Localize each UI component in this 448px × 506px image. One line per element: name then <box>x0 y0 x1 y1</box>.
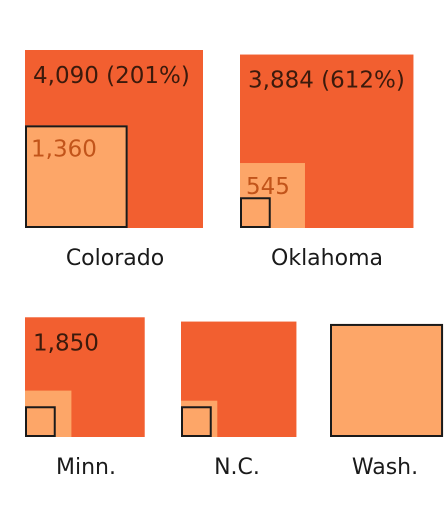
oklahoma-outline-square <box>240 197 271 229</box>
colorado-outline-square <box>25 125 128 228</box>
wash-small-square <box>330 323 444 437</box>
n-c-small-square <box>181 400 218 437</box>
oklahoma-state-label: Oklahoma <box>271 246 383 271</box>
oklahoma-small-label: 545 <box>246 174 290 200</box>
n-c-state-label: N.C. <box>214 455 260 480</box>
oklahoma-large-label: 3,884 (612%) <box>248 68 405 94</box>
minn-outline-square <box>25 406 56 438</box>
n-c-outline-square <box>181 406 212 438</box>
colorado-small-label: 1,360 <box>31 136 97 162</box>
wash-state-label: Wash. <box>352 455 418 480</box>
minn-state-label: Minn. <box>56 455 116 480</box>
colorado-state-label: Colorado <box>66 246 164 271</box>
minn-large-label: 1,850 <box>33 330 99 356</box>
colorado-small-square <box>25 125 128 228</box>
colorado-large-label: 4,090 (201%) <box>33 63 190 89</box>
minn-small-square <box>25 390 72 437</box>
oklahoma-small-square <box>240 163 305 228</box>
wash-outline-square <box>330 323 444 438</box>
